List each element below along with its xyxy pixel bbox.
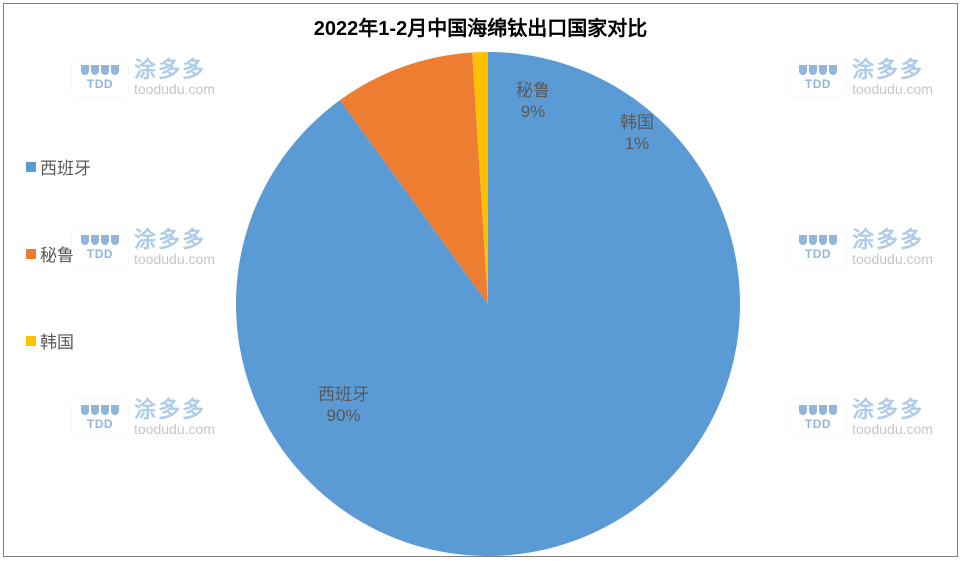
watermark-brand: 涂多多toodudu.com (134, 398, 215, 438)
legend-swatch (26, 162, 36, 172)
watermark: TDD涂多多toodudu.com (72, 228, 215, 268)
watermark-logo: TDD (72, 60, 128, 96)
watermark-logo-text: TDD (805, 247, 831, 261)
watermark: TDD 涂多多toodudu.com (72, 398, 215, 438)
watermark-logo: TDD (790, 60, 846, 96)
slice-label-name: 韩国 (620, 112, 654, 133)
watermark-brand-url: toodudu.com (852, 422, 933, 437)
slice-label-name: 西班牙 (318, 384, 369, 405)
slice-label: 秘鲁9% (516, 80, 550, 123)
legend-label: 西班牙 (40, 154, 91, 179)
chart-frame: TDD涂多多toodudu.comTDD涂多多toodudu.comTDD涂多多… (3, 3, 958, 557)
watermark-logo-text: TDD (87, 77, 113, 91)
legend-label: 秘鲁 (40, 241, 74, 266)
chart-title: 2022年1-2月中国海绵钛出口国家对比 (4, 12, 957, 41)
legend-label: 韩国 (40, 328, 74, 353)
watermark-brand-cn: 涂多多 (134, 398, 215, 422)
slice-label: 韩国1% (620, 112, 654, 155)
watermark-brand-cn: 涂多多 (852, 228, 933, 252)
watermark-logo-text: TDD (87, 417, 113, 431)
watermark-brand-url: toodudu.com (134, 82, 215, 97)
watermark-brand: 涂多多toodudu.com (852, 228, 933, 268)
watermark-brand-cn: 涂多多 (134, 228, 215, 252)
slice-label-pct: 1% (620, 133, 654, 154)
watermark-logo: TDD (790, 400, 846, 436)
slice-label-pct: 90% (318, 405, 369, 426)
watermark: TDD 涂多多toodudu.com (790, 228, 933, 268)
pie-chart (236, 52, 740, 556)
watermark-brand-url: toodudu.com (134, 252, 215, 267)
watermark-brand-cn: 涂多多 (852, 398, 933, 422)
slice-label: 西班牙90% (318, 384, 369, 427)
slice-label-name: 秘鲁 (516, 80, 550, 101)
watermark-logo: TDD (790, 230, 846, 266)
legend-item: 韩国 (26, 328, 91, 353)
watermark-logo-text: TDD (805, 77, 831, 91)
watermark-brand-cn: 涂多多 (852, 58, 933, 82)
watermark: TDD 涂多多toodudu.com (72, 58, 215, 98)
legend-item: 西班牙 (26, 154, 91, 179)
slice-label-pct: 9% (516, 101, 550, 122)
watermark-brand: 涂多多toodudu.com (852, 398, 933, 438)
watermark: TDD 涂多多toodudu.com (790, 58, 933, 98)
watermark-logo-text: TDD (805, 417, 831, 431)
watermark-brand: 涂多多toodudu.com (852, 58, 933, 98)
watermark-brand-url: toodudu.com (134, 422, 215, 437)
watermark: TDD 涂多多toodudu.com (790, 398, 933, 438)
watermark-brand-cn: 涂多多 (134, 58, 215, 82)
legend-swatch (26, 249, 36, 259)
watermark-brand-url: toodudu.com (852, 82, 933, 97)
watermark-brand: 涂多多toodudu.com (134, 58, 215, 98)
watermark-brand-url: toodudu.com (852, 252, 933, 267)
legend-item: 秘鲁 (26, 241, 91, 266)
legend: 西班牙秘鲁韩国 (26, 154, 91, 415)
watermark-brand: 涂多多toodudu.com (134, 228, 215, 268)
legend-swatch (26, 336, 36, 346)
